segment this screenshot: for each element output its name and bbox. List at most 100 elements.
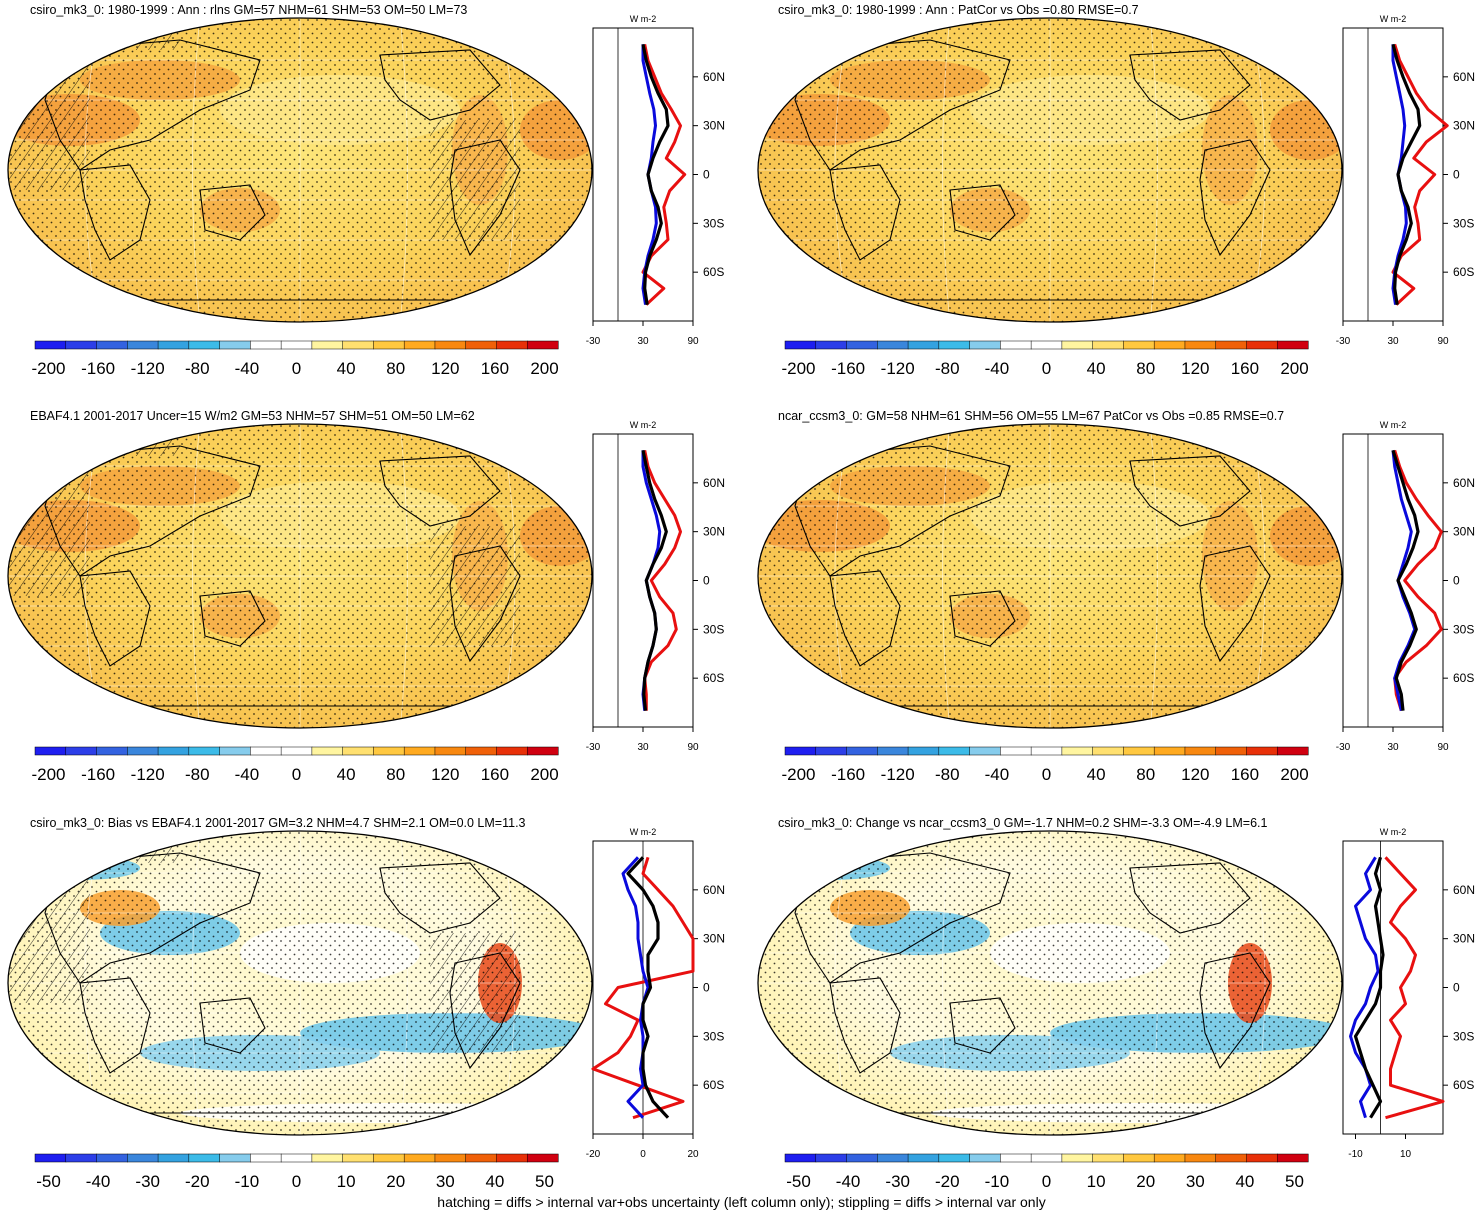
colorbar-tick-label: -80 xyxy=(185,765,210,784)
colorbar-tick-label: 0 xyxy=(292,1172,301,1191)
colorbar-swatch xyxy=(465,340,498,350)
profile-units-label: W m-2 xyxy=(630,420,657,430)
colorbar-swatch xyxy=(1184,1153,1217,1163)
colorbar-swatch xyxy=(784,340,817,350)
colorbar-swatch xyxy=(1000,340,1032,350)
colorbar-swatch xyxy=(1030,340,1063,350)
chart-svg: -50 -40 -30 -20 -10 0 10 20 30 40 50 W m-2 60N 30N 0 30… xyxy=(757,827,1475,1191)
zonal-profile: W m-2 60N 30N 0 30S 60S -10 10 xyxy=(1342,827,1475,1160)
colorbar-swatch xyxy=(311,340,344,350)
colorbar-tick-label: 120 xyxy=(431,765,459,784)
colorbar-swatch xyxy=(1153,340,1186,350)
colorbar-tick-label: 80 xyxy=(1136,359,1155,378)
zonal-profile: W m-2 60N 30N 0 30S 60S -30 30 90 xyxy=(586,420,725,753)
colorbar-swatch xyxy=(373,340,405,350)
colorbar-swatch xyxy=(219,746,251,756)
colorbar-tick-label: -160 xyxy=(831,359,865,378)
colorbar-tick-label: -50 xyxy=(786,1172,811,1191)
colorbar-tick-label: -200 xyxy=(781,359,815,378)
colorbar-swatch xyxy=(1215,746,1248,756)
profile-x-tick-label: -10 xyxy=(1348,1149,1363,1160)
chart-svg: -200 -160 -120 -80 -40 0 40 80 120 160 200 W m-2 60N… xyxy=(757,420,1475,784)
colorbar-tick-label: 30 xyxy=(1186,1172,1205,1191)
colorbar-swatch xyxy=(1061,340,1094,350)
colorbar-tick-label: -200 xyxy=(31,359,65,378)
colorbar-tick-label: -30 xyxy=(885,1172,910,1191)
profile-line-red xyxy=(1393,449,1443,712)
latitude-tick-label: 30N xyxy=(1453,932,1475,946)
colorbar-tick-label: -200 xyxy=(31,765,65,784)
latitude-tick-label: 30S xyxy=(1453,622,1474,636)
colorbar-swatch xyxy=(250,340,282,350)
colorbar-swatch xyxy=(1276,340,1309,350)
latitude-tick-label: 0 xyxy=(703,168,710,182)
figure-footer-note: hatching = diffs > internal var+obs unce… xyxy=(437,1194,1046,1210)
profile-line-black xyxy=(1391,43,1422,305)
colorbar-tick-label: 50 xyxy=(1285,1172,1304,1191)
colorbar-swatch xyxy=(280,746,313,756)
colorbar-tick-label: 0 xyxy=(1042,1172,1051,1191)
latitude-tick-label: 60N xyxy=(1453,70,1475,84)
colorbar-swatch xyxy=(342,340,374,350)
map-title: csiro_mk3_0: Bias vs EBAF4.1 2001-2017 G… xyxy=(30,816,526,830)
profile-x-tick-label: 90 xyxy=(687,336,699,347)
colorbar-swatch xyxy=(1000,746,1032,756)
map-title: csiro_mk3_0: 1980-1999 : Ann : rlns GM=5… xyxy=(30,3,468,17)
colorbar-swatch xyxy=(938,1153,971,1163)
colorbar-tick-label: -160 xyxy=(81,359,115,378)
colorbar-swatch xyxy=(250,1153,282,1163)
colorbar-tick-label: 10 xyxy=(337,1172,356,1191)
colorbar-swatch xyxy=(65,340,98,350)
latitude-tick-label: 30N xyxy=(1453,525,1475,539)
colorbar-swatch xyxy=(34,340,67,350)
profile-x-tick-label: 20 xyxy=(687,1149,699,1160)
profile-x-tick-label: 0 xyxy=(640,1149,646,1160)
latitude-tick-label: 30S xyxy=(1453,216,1474,230)
latitude-tick-label: 60N xyxy=(703,70,725,84)
profile-x-tick-label: 30 xyxy=(637,336,649,347)
colorbar-swatch xyxy=(1061,1153,1094,1163)
colorbar-tick-label: -40 xyxy=(235,359,260,378)
colorbar-tick-label: -120 xyxy=(881,359,915,378)
colorbar-tick-label: -160 xyxy=(831,765,865,784)
colorbar-tick-label: 160 xyxy=(481,359,509,378)
colorbar-tick-label: 40 xyxy=(485,1172,504,1191)
colorbar-tick-label: -80 xyxy=(185,359,210,378)
profile-x-tick-label: -30 xyxy=(1336,742,1351,753)
chart-svg: -200 -160 -120 -80 -40 0 40 80 120 160 200 W m-2 60N… xyxy=(757,14,1475,378)
colorbar-swatch xyxy=(1030,1153,1063,1163)
colorbar-swatch xyxy=(157,746,190,756)
latitude-tick-label: 30S xyxy=(703,622,724,636)
colorbar-tick-label: 0 xyxy=(292,359,301,378)
profile-x-tick-label: 90 xyxy=(687,742,699,753)
colorbar-swatch xyxy=(1153,1153,1186,1163)
colorbar-tick-label: -120 xyxy=(131,765,165,784)
colorbar-tick-label: -200 xyxy=(781,765,815,784)
map-field xyxy=(8,18,592,322)
map-field xyxy=(8,424,592,728)
latitude-tick-label: 30S xyxy=(703,216,724,230)
colorbar-swatch xyxy=(1215,340,1248,350)
colorbar-swatch xyxy=(1123,746,1155,756)
colorbar-swatch xyxy=(403,340,436,350)
colorbar-swatch xyxy=(280,1153,313,1163)
colorbar-swatch xyxy=(1123,1153,1155,1163)
colorbar-swatch xyxy=(846,340,878,350)
colorbar-swatch xyxy=(1092,746,1124,756)
latitude-tick-label: 0 xyxy=(1453,168,1460,182)
colorbar-tick-label: 120 xyxy=(431,359,459,378)
profile-units-label: W m-2 xyxy=(630,827,657,837)
latitude-tick-label: 30N xyxy=(703,932,725,946)
latitude-tick-label: 30S xyxy=(703,1029,724,1043)
colorbar-swatch xyxy=(434,746,467,756)
colorbar-swatch xyxy=(526,746,559,756)
colorbar-swatch xyxy=(34,1153,67,1163)
profile-x-tick-label: -30 xyxy=(586,336,601,347)
colorbar-swatch xyxy=(846,746,878,756)
latitude-tick-label: 0 xyxy=(703,981,710,995)
latitude-tick-label: 60S xyxy=(1453,265,1474,279)
profile-line-red xyxy=(591,856,695,1120)
map-title: csiro_mk3_0: 1980-1999 : Ann : PatCor vs… xyxy=(778,3,1139,17)
chart-svg: -200 -160 -120 -80 -40 0 40 80 120 160 200 W m-2 60N… xyxy=(7,14,725,378)
